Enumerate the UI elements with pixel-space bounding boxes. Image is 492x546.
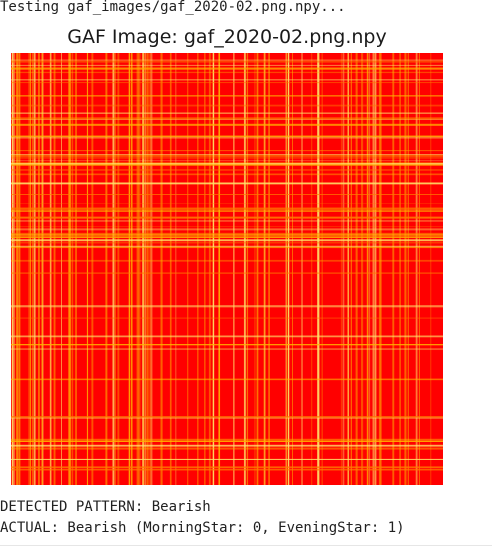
figure-title: GAF Image: gaf_2020-02.png.npy xyxy=(67,26,387,48)
actual-pattern-line: ACTUAL: Bearish (MorningStar: 0, Evening… xyxy=(0,520,405,536)
gaf-image xyxy=(11,53,443,485)
detected-pattern-line: DETECTED PATTERN: Bearish xyxy=(0,499,211,515)
gaf-image-canvas xyxy=(11,53,443,485)
testing-status-line: Testing gaf_images/gaf_2020-02.png.npy..… xyxy=(0,0,346,15)
